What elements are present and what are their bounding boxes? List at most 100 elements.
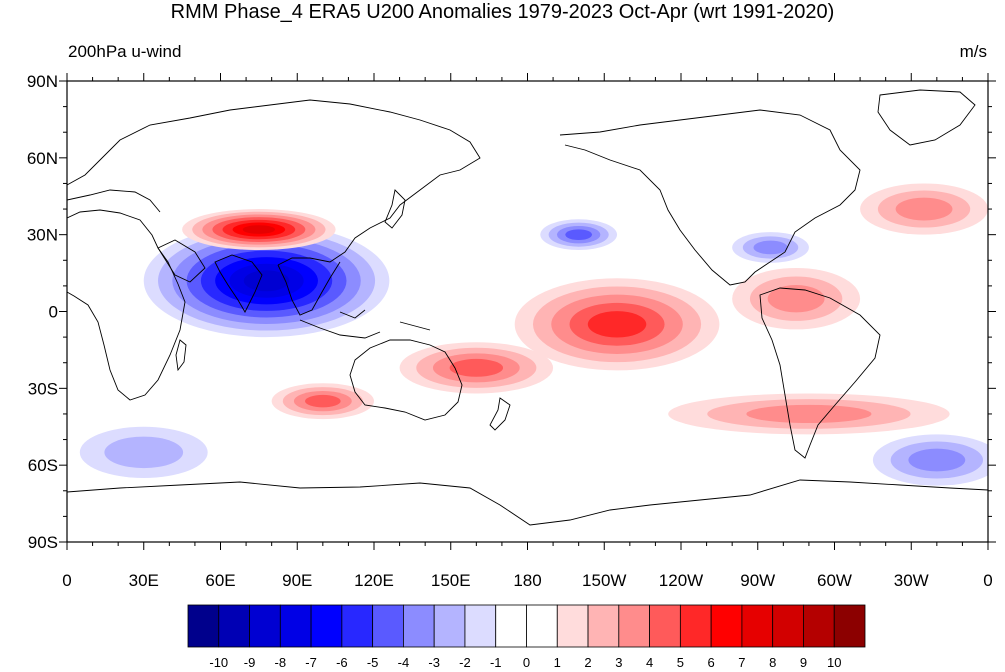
- colorbar-box: [587, 604, 620, 648]
- anomaly-feature-10: [732, 232, 809, 263]
- colorbar-box: [772, 604, 804, 648]
- colorbar-labels: -10 -9 -8 -7 -6 -5 -4 -3 -2 -1 0 1 2 3 4 5 6 7 8 9 10: [209, 655, 841, 670]
- coastline-antarctica: [67, 479, 988, 526]
- lon-label: 90E: [282, 571, 312, 590]
- lon-label: 0: [983, 571, 992, 590]
- lat-label: 90N: [27, 72, 58, 91]
- coastline-japan: [384, 189, 406, 229]
- anomaly-contour: [746, 404, 872, 424]
- colorbar-label: -1: [490, 655, 502, 670]
- colorbar-box: [618, 604, 650, 648]
- anomaly-contour: [895, 197, 953, 221]
- variable-label: 200hPa u-wind: [68, 42, 182, 61]
- colorbar-box: [556, 604, 589, 648]
- anomaly-feature-4: [732, 267, 861, 330]
- colorbar-box: [803, 604, 835, 648]
- lat-label: 30N: [27, 226, 58, 245]
- anomaly-contour: [587, 311, 647, 338]
- colorbar-label: -2: [459, 655, 471, 670]
- colorbar-label: 2: [584, 655, 591, 670]
- colorbar-box: [710, 604, 743, 648]
- colorbar-box: [679, 604, 712, 648]
- coastline-eurasia: [67, 99, 481, 266]
- lon-label: 30E: [129, 571, 159, 590]
- lon-label: 90W: [740, 571, 775, 590]
- lat-label: 0: [49, 303, 58, 322]
- colorbar-label: -6: [336, 655, 348, 670]
- colorbar-box: [741, 604, 774, 648]
- coastline-india: [214, 254, 263, 313]
- anomaly-feature-2: [514, 278, 720, 371]
- colorbar-box: [649, 604, 681, 648]
- anomaly-contour: [565, 229, 593, 241]
- lon-label: 120E: [354, 571, 394, 590]
- colorbar-label: 3: [615, 655, 622, 670]
- plot-title: RMM Phase_4 ERA5 U200 Anomalies 1979-202…: [170, 1, 835, 23]
- lon-label: 180: [513, 571, 541, 590]
- colorbar-label: -5: [367, 655, 379, 670]
- anomaly-contour: [449, 358, 504, 377]
- anomaly-feature-5: [860, 183, 988, 235]
- colorbar-label: 6: [708, 655, 715, 670]
- coastline-new-zealand: [489, 397, 511, 431]
- colorbar-label: 10: [827, 655, 841, 670]
- lon-label: 30W: [894, 571, 929, 590]
- colorbar-box: [187, 604, 220, 648]
- colorbar-label: -7: [305, 655, 317, 670]
- lon-label: 60E: [205, 571, 235, 590]
- colorbar-box: [279, 604, 312, 648]
- colorbar-label: 7: [738, 655, 745, 670]
- colorbar-label: 0: [523, 655, 530, 670]
- coastline-greenland: [877, 89, 976, 146]
- colorbar-box: [218, 604, 250, 648]
- coastline-madagascar: [175, 339, 187, 372]
- colorbar-label: 5: [677, 655, 684, 670]
- colorbar-box: [372, 604, 404, 648]
- anomaly-contour: [908, 448, 966, 472]
- coastlines: [67, 89, 988, 526]
- colorbar-label: -8: [275, 655, 287, 670]
- latitude-labels: 90N 60N 30N 0 30S 60S 90S: [27, 72, 58, 552]
- anomaly-contour: [242, 225, 276, 234]
- anomaly-feature-9: [872, 434, 988, 486]
- anomaly-feature-3: [399, 342, 554, 394]
- longitude-labels: 0 30E 60E 90E 120E 150E 180 150W 120W 90W 60W 30W 0: [62, 571, 992, 590]
- coastline-africa: [67, 209, 186, 401]
- colorbar-label: 8: [769, 655, 776, 670]
- anomaly-feature-11: [540, 219, 618, 251]
- colorbar-label: -3: [428, 655, 440, 670]
- lat-label: 30S: [28, 379, 58, 398]
- colorbar-box: [341, 604, 374, 648]
- lon-label: 60W: [817, 571, 852, 590]
- colorbar: [187, 604, 866, 648]
- lon-label: 150W: [582, 571, 626, 590]
- colorbar-label: -9: [244, 655, 256, 670]
- colorbar-box: [495, 604, 527, 648]
- coastline-arabia: [157, 239, 206, 283]
- anomaly-field: [79, 183, 988, 486]
- lat-label: 60S: [28, 456, 58, 475]
- anomaly-contour: [243, 270, 290, 292]
- lon-label: 150E: [431, 571, 471, 590]
- colorbar-box: [833, 604, 866, 648]
- colorbar-box: [526, 604, 558, 648]
- coastline-australia: [349, 339, 463, 421]
- anomaly-feature-8: [79, 426, 208, 478]
- lon-label: 0: [62, 571, 71, 590]
- coastline-indonesia: [299, 309, 431, 339]
- axis-ticks: [59, 73, 996, 550]
- lat-label: 60N: [27, 149, 58, 168]
- colorbar-box: [464, 604, 497, 648]
- anomaly-feature-6: [668, 393, 950, 435]
- colorbar-box: [249, 604, 281, 648]
- colorbar-label: 4: [646, 655, 653, 670]
- coastline-indochina: [277, 261, 341, 316]
- colorbar-box: [310, 604, 343, 648]
- anomaly-feature-1: [182, 209, 336, 251]
- coastline-north-america: [559, 109, 861, 286]
- colorbar-label: 1: [554, 655, 561, 670]
- coastline-europe: [67, 189, 161, 213]
- colorbar-label: -10: [209, 655, 228, 670]
- anomaly-feature-7: [271, 383, 375, 420]
